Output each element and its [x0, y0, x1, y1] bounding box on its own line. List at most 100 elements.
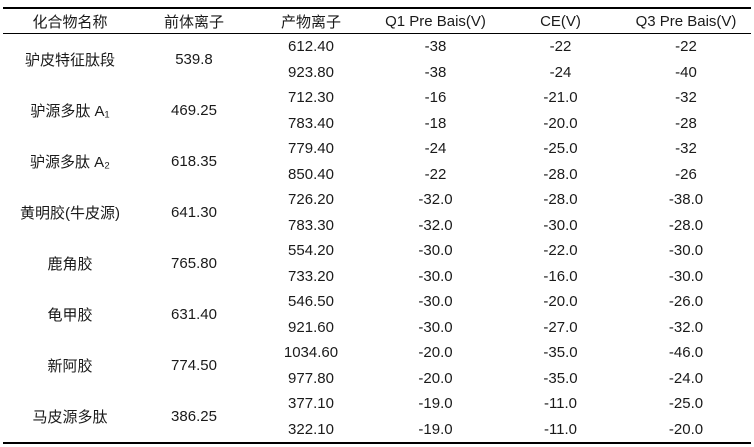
ce-cell: -35.0	[543, 369, 578, 387]
q3-pre-bias-cell: -25.0	[668, 395, 704, 413]
q1-pre-bias-cell: -32.0	[418, 216, 453, 234]
product-ion-cell: 546.50	[288, 293, 334, 311]
q3-pre-bias-cell: -38.0	[668, 191, 704, 209]
product-ion-cell: 712.30	[288, 89, 334, 107]
table-row: 783.40 -18 -20.0 -28	[3, 111, 751, 137]
product-ion-cell: 322.10	[288, 420, 334, 438]
q1-pre-bias-cell: -16	[424, 89, 447, 107]
ce-cell: -11.0	[543, 420, 578, 438]
q1-pre-bias-cell: -24	[424, 140, 447, 158]
ce-cell: -30.0	[543, 216, 578, 234]
table-row: 923.80 -38 -24 -40	[3, 60, 751, 86]
q1-pre-bias-cell: -30.0	[418, 293, 453, 311]
header-q1-pre-bias: Q1 Pre Bais(V)	[371, 8, 500, 34]
q1-pre-bias-cell: -30.0	[418, 242, 453, 260]
q1-pre-bias-cell: -19.0	[418, 395, 453, 413]
compound-name-cell: 驴皮特征肽段	[24, 52, 115, 69]
table-header-row: 化合物名称 前体离子 产物离子 Q1 Pre Bais(V) CE(V) Q3 …	[3, 8, 751, 34]
header-ce: CE(V)	[500, 8, 621, 34]
header-precursor-ion: 前体离子	[137, 8, 251, 34]
q3-pre-bias-cell: -40	[675, 63, 697, 81]
product-ion-cell: 1034.60	[283, 344, 339, 362]
compound-name-cell: 驴源多肽 A₁	[30, 103, 110, 120]
product-ion-cell: 783.40	[288, 114, 334, 132]
q3-pre-bias-cell: -46.0	[668, 344, 704, 362]
table-body: 驴皮特征肽段 539.8 612.40 -38 -22 -22 923.80 -38 -24 -4…	[3, 34, 751, 444]
table-row: 921.60 -30.0 -27.0 -32.0	[3, 315, 751, 341]
product-ion-cell: 779.40	[288, 140, 334, 158]
ce-cell: -22	[549, 38, 572, 56]
q1-pre-bias-cell: -32.0	[418, 191, 453, 209]
compound-name-cell: 新阿胶	[47, 358, 93, 375]
compound-name-cell: 驴源多肽 A₂	[30, 154, 110, 171]
product-ion-cell: 783.30	[288, 216, 334, 234]
table-row: 322.10 -19.0 -11.0 -20.0	[3, 417, 751, 444]
ce-cell: -20.0	[543, 293, 578, 311]
q3-pre-bias-cell: -28.0	[668, 216, 704, 234]
q3-pre-bias-cell: -20.0	[668, 420, 704, 438]
ce-cell: -27.0	[543, 318, 578, 336]
table-row: 977.80 -20.0 -35.0 -24.0	[3, 366, 751, 392]
table-row: 驴皮特征肽段 539.8 612.40 -38 -22 -22	[3, 34, 751, 69]
header-product-ion: 产物离子	[251, 8, 371, 34]
table-row: 驴源多肽 A₂ 618.35 779.40 -24 -25.0 -32	[3, 136, 751, 171]
q1-pre-bias-cell: -20.0	[418, 344, 453, 362]
q1-pre-bias-cell: -19.0	[418, 420, 453, 438]
precursor-ion-cell: 641.30	[171, 204, 217, 221]
ce-cell: -20.0	[543, 114, 578, 132]
table-row: 黄明胶(牛皮源) 641.30 726.20 -32.0 -28.0 -38.0	[3, 187, 751, 222]
q1-pre-bias-cell: -22	[424, 165, 447, 183]
q3-pre-bias-cell: -32.0	[668, 318, 704, 336]
table-row: 850.40 -22 -28.0 -26	[3, 162, 751, 188]
precursor-ion-cell: 774.50	[171, 357, 217, 374]
q3-pre-bias-cell: -22	[675, 38, 697, 56]
table-row: 驴源多肽 A₁ 469.25 712.30 -16 -21.0 -32	[3, 85, 751, 120]
product-ion-cell: 921.60	[288, 318, 334, 336]
q3-pre-bias-cell: -30.0	[668, 242, 704, 260]
q1-pre-bias-cell: -30.0	[418, 318, 453, 336]
q3-pre-bias-cell: -24.0	[668, 369, 704, 387]
compound-name-cell: 黄明胶(牛皮源)	[20, 205, 120, 222]
header-compound-name: 化合物名称	[3, 8, 137, 34]
table-row: 马皮源多肽 386.25 377.10 -19.0 -11.0 -25.0	[3, 391, 751, 426]
product-ion-cell: 726.20	[288, 191, 334, 209]
table-row: 783.30 -32.0 -30.0 -28.0	[3, 213, 751, 239]
product-ion-cell: 850.40	[288, 165, 334, 183]
ce-cell: -25.0	[543, 140, 578, 158]
precursor-ion-cell: 618.35	[171, 153, 217, 170]
product-ion-cell: 554.20	[288, 242, 334, 260]
q1-pre-bias-cell: -30.0	[418, 267, 453, 285]
table-row: 新阿胶 774.50 1034.60 -20.0 -35.0 -46.0	[3, 340, 751, 375]
compound-name-cell: 鹿角胶	[47, 256, 93, 273]
ce-cell: -24	[549, 63, 572, 81]
table-row: 龟甲胶 631.40 546.50 -30.0 -20.0 -26.0	[3, 289, 751, 324]
table-row: 733.20 -30.0 -16.0 -30.0	[3, 264, 751, 290]
mrm-parameters-table: 化合物名称 前体离子 产物离子 Q1 Pre Bais(V) CE(V) Q3 …	[3, 7, 751, 444]
ce-cell: -11.0	[543, 395, 578, 413]
q3-pre-bias-cell: -30.0	[668, 267, 704, 285]
q3-pre-bias-cell: -32	[675, 140, 697, 158]
ce-cell: -21.0	[543, 89, 578, 107]
q3-pre-bias-cell: -26	[675, 165, 697, 183]
q3-pre-bias-cell: -28	[675, 114, 697, 132]
ce-cell: -35.0	[543, 344, 578, 362]
product-ion-cell: 377.10	[288, 395, 334, 413]
product-ion-cell: 612.40	[288, 38, 334, 56]
q3-pre-bias-cell: -32	[675, 89, 697, 107]
product-ion-cell: 977.80	[288, 369, 334, 387]
q3-pre-bias-cell: -26.0	[668, 293, 704, 311]
ce-cell: -22.0	[543, 242, 578, 260]
ce-cell: -16.0	[543, 267, 578, 285]
q1-pre-bias-cell: -38	[424, 63, 447, 81]
precursor-ion-cell: 765.80	[171, 255, 217, 272]
product-ion-cell: 733.20	[288, 267, 334, 285]
compound-name-cell: 马皮源多肽	[32, 409, 108, 426]
precursor-ion-cell: 539.8	[175, 51, 213, 68]
header-q3-pre-bias: Q3 Pre Bais(V)	[621, 8, 751, 34]
precursor-ion-cell: 631.40	[171, 306, 217, 323]
q1-pre-bias-cell: -18	[424, 114, 447, 132]
ce-cell: -28.0	[543, 165, 578, 183]
ce-cell: -28.0	[543, 191, 578, 209]
precursor-ion-cell: 386.25	[171, 408, 217, 425]
